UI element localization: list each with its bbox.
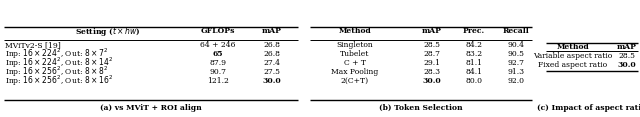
Text: Tubelet: Tubelet [340, 50, 370, 58]
Text: Prec.: Prec. [463, 27, 485, 35]
Text: 28.5: 28.5 [424, 41, 440, 49]
Text: Fixed aspect ratio: Fixed aspect ratio [538, 61, 607, 69]
Text: 65: 65 [212, 50, 223, 58]
Text: 27.4: 27.4 [264, 59, 280, 67]
Text: 2(C+T): 2(C+T) [341, 77, 369, 85]
Text: 28.7: 28.7 [424, 50, 440, 58]
Text: 28.5: 28.5 [618, 52, 636, 60]
Text: mAP: mAP [422, 27, 442, 35]
Text: Inp: $16 \times 224^2$, Out: $8 \times 7^2$: Inp: $16 \times 224^2$, Out: $8 \times 7… [5, 47, 108, 61]
Text: (a) vs MViT + ROI align: (a) vs MViT + ROI align [100, 104, 202, 112]
Text: Singleton: Singleton [337, 41, 373, 49]
Text: 90.7: 90.7 [209, 68, 227, 76]
Text: 30.0: 30.0 [422, 77, 442, 85]
Text: 91.3: 91.3 [508, 68, 525, 76]
Text: 81.1: 81.1 [465, 59, 483, 67]
Text: 30.0: 30.0 [262, 77, 282, 85]
Text: 64 + 246: 64 + 246 [200, 41, 236, 49]
Text: Recall: Recall [502, 27, 529, 35]
Text: 90.5: 90.5 [508, 50, 525, 58]
Text: mAP: mAP [617, 43, 637, 51]
Text: Method: Method [557, 43, 589, 51]
Text: (b) Token Selection: (b) Token Selection [379, 104, 463, 112]
Text: 84.2: 84.2 [465, 41, 483, 49]
Text: 80.0: 80.0 [465, 77, 483, 85]
Text: GFLOPs: GFLOPs [201, 27, 236, 35]
Text: 87.9: 87.9 [209, 59, 227, 67]
Text: Setting ($t \times hw$): Setting ($t \times hw$) [75, 24, 141, 38]
Text: Inp: $16 \times 224^2$, Out: $8 \times 14^2$: Inp: $16 \times 224^2$, Out: $8 \times 1… [5, 56, 113, 70]
Text: Inp: $16 \times 256^2$, Out: $8 \times 16^2$: Inp: $16 \times 256^2$, Out: $8 \times 1… [5, 74, 113, 88]
Text: (c) Impact of aspect ratio: (c) Impact of aspect ratio [538, 104, 640, 112]
Text: 29.1: 29.1 [424, 59, 440, 67]
Text: Variable aspect ratio: Variable aspect ratio [533, 52, 612, 60]
Text: 92.7: 92.7 [508, 59, 525, 67]
Text: Method: Method [339, 27, 371, 35]
Text: 27.5: 27.5 [264, 68, 280, 76]
Text: Max Pooling: Max Pooling [332, 68, 379, 76]
Text: C + T: C + T [344, 59, 366, 67]
Text: 28.3: 28.3 [424, 68, 440, 76]
Text: 121.2: 121.2 [207, 77, 229, 85]
Text: 26.8: 26.8 [264, 41, 280, 49]
Text: 83.2: 83.2 [465, 50, 483, 58]
Text: mAP: mAP [262, 27, 282, 35]
Text: 90.4: 90.4 [508, 41, 525, 49]
Text: 26.8: 26.8 [264, 50, 280, 58]
Text: MViTv2-S [19]: MViTv2-S [19] [5, 41, 61, 49]
Text: Inp: $16 \times 256^2$, Out: $8 \times 8^2$: Inp: $16 \times 256^2$, Out: $8 \times 8… [5, 65, 108, 79]
Text: 84.1: 84.1 [465, 68, 483, 76]
Text: 92.0: 92.0 [508, 77, 525, 85]
Text: 30.0: 30.0 [618, 61, 636, 69]
